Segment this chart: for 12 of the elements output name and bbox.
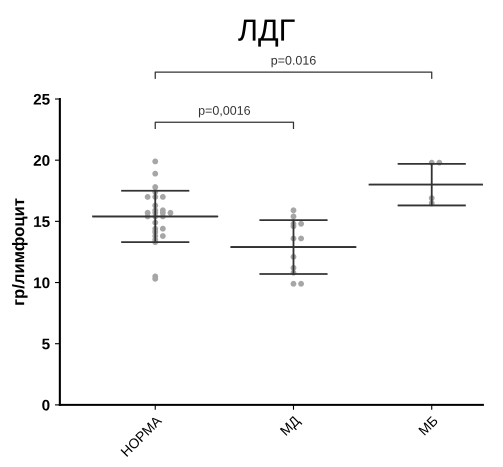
y-tick-label: 5 — [42, 338, 50, 350]
y-axis-title: гр/лимфоцит — [12, 198, 28, 305]
annotation: p=0,0016 — [198, 106, 250, 118]
x-tick-label: МБ — [418, 415, 438, 436]
chart-title: ЛДГ — [238, 20, 295, 47]
y-tick-label: 10 — [34, 277, 50, 288]
y-tick-label: 25 — [34, 94, 50, 105]
x-tick-label: МД — [280, 415, 302, 438]
text: p=0.016 — [272, 56, 316, 68]
y-tick-label: 20 — [34, 155, 50, 166]
y-tick-label: 15 — [34, 216, 50, 228]
y-tick-label: 0 — [42, 400, 50, 411]
